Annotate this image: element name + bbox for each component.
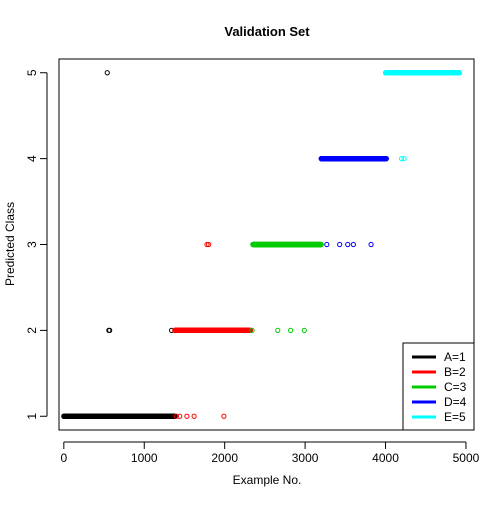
data-point <box>173 413 180 419</box>
data-point <box>177 413 183 419</box>
legend-label: B=2 <box>444 365 466 379</box>
x-tick-label: 5000 <box>453 451 480 465</box>
x-tick-label: 4000 <box>372 451 399 465</box>
chart-title: Validation Set <box>224 24 310 39</box>
data-point <box>399 156 405 162</box>
data-point <box>184 413 190 419</box>
data-point <box>205 241 212 248</box>
series-E=5 <box>382 70 463 162</box>
data-point <box>104 70 110 76</box>
y-tick-label: 3 <box>25 241 39 248</box>
y-tick-label: 4 <box>25 155 39 162</box>
plot-frame <box>58 58 475 431</box>
x-tick-label: 1000 <box>131 451 158 465</box>
legend: A=1B=2C=3D=4E=5 <box>402 342 475 431</box>
data-point <box>401 156 407 162</box>
data-point <box>337 241 343 248</box>
x-tick-label: 2000 <box>211 451 238 465</box>
data-point <box>249 327 255 333</box>
data-point <box>383 156 389 162</box>
data-points <box>61 70 463 419</box>
data-point <box>368 241 374 248</box>
legend-label: A=1 <box>444 350 466 364</box>
series-C=3 <box>249 241 324 333</box>
data-point <box>318 241 324 248</box>
data-point <box>324 241 330 248</box>
x-axis: 0 1000 2000 3000 4000 5000 <box>60 441 480 465</box>
data-point <box>301 327 307 333</box>
y-tick-label: 5 <box>25 69 39 76</box>
legend-label: C=3 <box>444 380 467 394</box>
legend-label: E=5 <box>444 410 466 424</box>
x-axis-label: Example No. <box>233 473 302 487</box>
data-point <box>172 413 178 419</box>
series-A=1 <box>61 70 178 419</box>
y-axis-label: Predicted Class <box>3 202 17 286</box>
y-tick-label: 1 <box>25 413 39 420</box>
y-axis: 1 2 3 4 5 <box>25 69 48 420</box>
x-tick-label: 3000 <box>292 451 319 465</box>
legend-label: D=4 <box>444 395 467 409</box>
series-B=2 <box>172 241 254 419</box>
x-tick-label: 0 <box>60 451 67 465</box>
data-point <box>456 70 463 76</box>
data-point <box>345 241 351 248</box>
data-point <box>221 413 227 419</box>
series-D=4 <box>318 156 389 248</box>
data-point <box>288 327 294 333</box>
data-point <box>275 327 281 333</box>
data-point <box>107 327 113 333</box>
data-point <box>191 413 197 419</box>
data-point <box>350 241 356 248</box>
y-tick-label: 2 <box>25 327 39 334</box>
data-point <box>204 241 210 248</box>
data-point <box>247 327 254 333</box>
